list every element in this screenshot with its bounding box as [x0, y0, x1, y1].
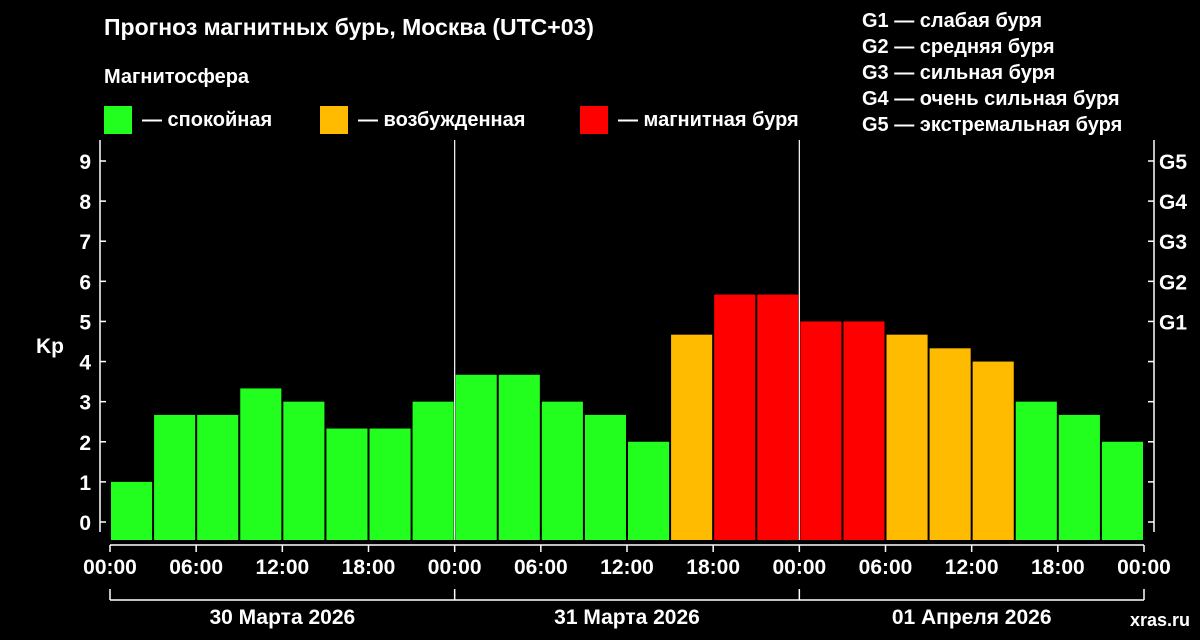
day-label: 31 Марта 2026 [554, 606, 700, 629]
kp-bar [541, 401, 583, 540]
x-tick-label: 06:00 [514, 556, 568, 579]
legend-label-active: — возбужденная [358, 108, 526, 131]
kp-bar [800, 321, 842, 540]
legend-label-quiet: — спокойная [142, 108, 273, 131]
y-tick-label: 6 [79, 271, 91, 294]
y-tick-label: 4 [79, 352, 91, 375]
storm-level-g1: G1 — слабая буря [862, 10, 1043, 32]
g-level-tick-label: G2 [1159, 271, 1187, 294]
kp-bar [111, 481, 153, 540]
legend-swatch-storm [580, 106, 608, 134]
x-tick-label: 00:00 [1117, 556, 1171, 579]
x-tick-label: 00:00 [83, 556, 137, 579]
kp-bar [843, 321, 885, 540]
legend-item-quiet: — спокойная [104, 106, 272, 134]
x-tick-label: 18:00 [1031, 556, 1085, 579]
kp-bar [412, 401, 454, 540]
y-tick-label: 2 [79, 432, 91, 455]
watermark: xras.ru [1130, 610, 1190, 630]
kp-bar [326, 428, 368, 540]
g-level-tick-label: G5 [1159, 151, 1187, 174]
y-tick-label: 8 [79, 191, 91, 214]
x-tick-label: 06:00 [169, 556, 223, 579]
kp-bar [1058, 414, 1100, 540]
x-tick-label: 12:00 [255, 556, 309, 579]
kp-bar [283, 401, 325, 540]
kp-bar [197, 414, 239, 540]
legend-item-active: — возбужденная [320, 106, 525, 134]
kp-bar [1015, 401, 1057, 540]
x-tick-label: 12:00 [600, 556, 654, 579]
kp-bar [628, 441, 670, 540]
g-level-tick-label: G3 [1159, 231, 1187, 254]
storm-level-g3: G3 — сильная буря [862, 62, 1056, 84]
storm-level-g2: G2 — средняя буря [862, 36, 1055, 58]
g-level-tick-label: G1 [1159, 311, 1187, 334]
kp-bar [369, 428, 411, 540]
legend-item-storm: — магнитная буря [580, 106, 799, 134]
x-tick-label: 18:00 [686, 556, 740, 579]
y-tick-label: 5 [79, 311, 91, 334]
magnetosphere-legend-title: Магнитосфера [104, 66, 250, 88]
kp-bar [972, 361, 1014, 540]
y-tick-label: 3 [79, 392, 91, 415]
x-tick-label: 12:00 [945, 556, 999, 579]
storm-level-g4: G4 — очень сильная буря [862, 88, 1120, 110]
y-tick-label: 1 [79, 472, 91, 495]
storm-level-legend: G1 — слабая буря G2 — средняя буря G3 — … [862, 8, 1122, 138]
kp-bar [240, 388, 282, 540]
y-axis-label: Kp [36, 335, 64, 358]
storm-level-g5: G5 — экстремальная буря [862, 114, 1123, 136]
y-tick-label: 0 [79, 512, 91, 535]
kp-bar [455, 374, 497, 540]
kp-bar [154, 414, 196, 540]
g-level-tick-label: G4 [1159, 191, 1187, 214]
kp-bar [671, 334, 713, 540]
kp-bar [757, 294, 799, 540]
x-tick-label: 00:00 [772, 556, 826, 579]
x-tick-label: 00:00 [428, 556, 482, 579]
y-tick-label: 7 [79, 231, 91, 254]
x-tick-label: 06:00 [859, 556, 913, 579]
kp-bar [498, 374, 540, 540]
legend-label-storm: — магнитная буря [618, 108, 799, 131]
chart-title: Прогноз магнитных бурь, Москва (UTC+03) [104, 14, 594, 40]
kp-bar [886, 334, 928, 540]
x-tick-label: 18:00 [342, 556, 396, 579]
y-tick-label: 9 [79, 151, 91, 174]
kp-bar [929, 348, 971, 540]
legend-swatch-active [320, 106, 348, 134]
kp-bar [584, 414, 626, 540]
kp-bar [714, 294, 756, 540]
day-label: 30 Марта 2026 [209, 606, 355, 629]
kp-bar [1101, 441, 1143, 540]
day-label: 01 Апреля 2026 [892, 606, 1052, 629]
legend-swatch-quiet [104, 106, 132, 134]
